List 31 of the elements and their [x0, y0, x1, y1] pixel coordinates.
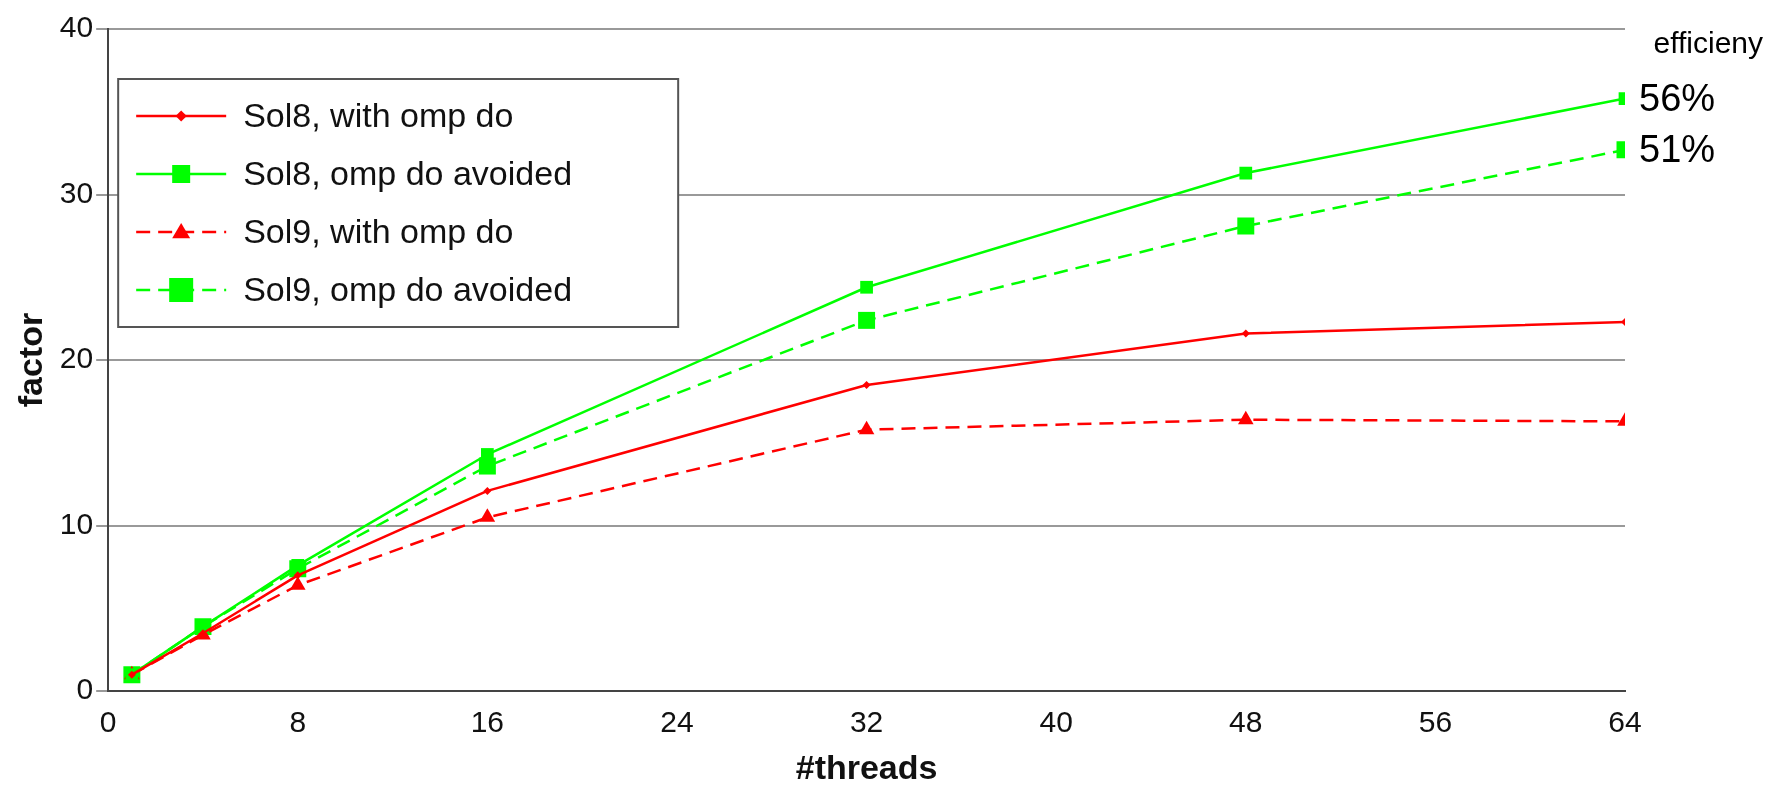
y-axis-title: factor: [10, 312, 49, 408]
y-tick-label: 0: [76, 672, 94, 706]
point: [293, 571, 302, 580]
legend-label: Sol9, with omp do: [243, 212, 514, 251]
annotation: 51%: [1639, 128, 1716, 171]
x-tick-label: 32: [849, 705, 884, 739]
x-tick-label: 8: [289, 705, 307, 739]
annotation: 56%: [1639, 77, 1716, 120]
point: [858, 311, 876, 329]
x-tick-label: 64: [1608, 705, 1642, 739]
point: [860, 280, 873, 294]
legend-label: Sol9, omp do avoided: [243, 270, 573, 309]
x-tick-label: 16: [470, 705, 505, 739]
y-tick-label: 30: [59, 175, 94, 209]
x-tick-label: 48: [1229, 705, 1263, 739]
x-tick-label: 24: [660, 705, 694, 739]
legend-label: Sol8, with omp do: [243, 96, 514, 135]
y-tick-label: 10: [59, 506, 94, 540]
x-tick-label: 40: [1039, 705, 1073, 739]
point: [1237, 217, 1255, 235]
text: efficieny: [1653, 26, 1763, 60]
point: [483, 486, 492, 495]
point: [862, 380, 871, 389]
point: [1241, 329, 1250, 338]
legend-label: Sol8, omp do avoided: [243, 154, 573, 193]
x-axis-title: #threads: [795, 747, 938, 786]
x-tick-label: 56: [1418, 705, 1453, 739]
y-tick-label: 20: [59, 341, 94, 375]
y-tick-label: 40: [59, 10, 94, 44]
point: [1239, 166, 1253, 180]
x-tick-label: 0: [99, 705, 117, 739]
